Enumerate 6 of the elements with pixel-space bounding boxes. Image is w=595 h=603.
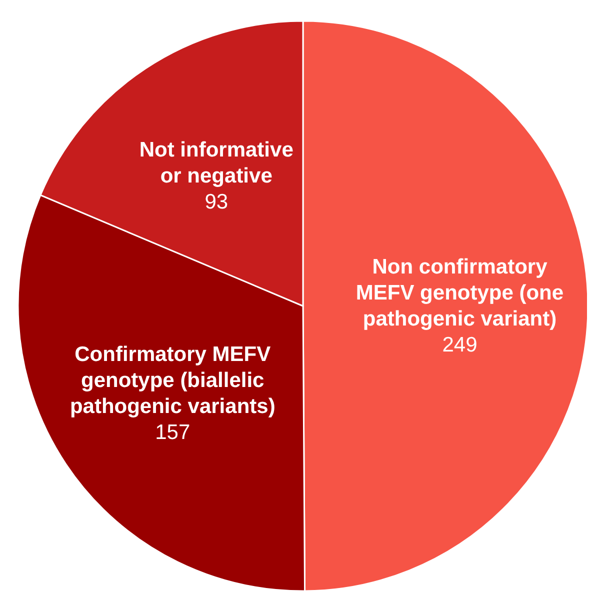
data-label: 249 <box>442 333 478 356</box>
data-label: 93 <box>204 190 228 213</box>
slice-label: Confirmatory MEFV genotype (biallelic pathogenic variants) <box>70 342 276 418</box>
slice-label: Not informative or negative <box>139 138 294 187</box>
slice-label: Non confirmatory MEFV genotype (one pathogenic variant) <box>356 255 564 330</box>
data-label: 157 <box>155 420 190 444</box>
